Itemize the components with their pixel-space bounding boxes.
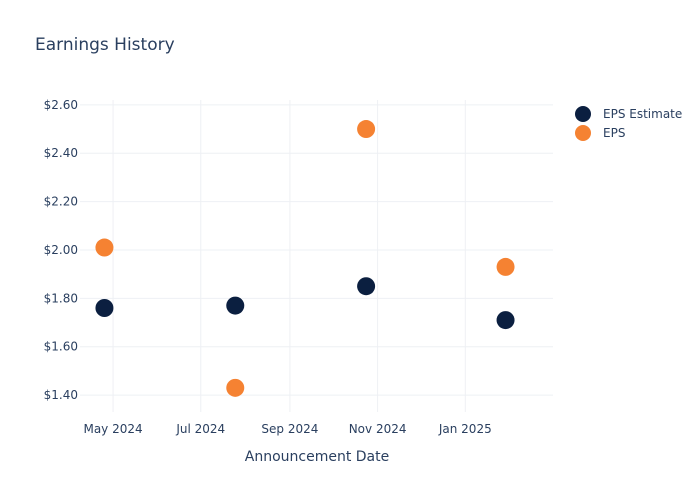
y-tick-label: $1.60 [44,340,78,354]
data-point[interactable] [496,311,515,330]
x-axis: May 2024 Jul 2024 Sep 2024 Nov 2024 Jan 2025 [83,422,491,436]
y-tick-label: $1.80 [44,291,78,305]
y-axis: $1.40 $1.60 $1.80 $2.00 $2.20 $2.40 $2.60 [44,98,78,402]
legend-item[interactable]: EPS [575,125,625,141]
legend-marker [575,106,591,122]
chart-title: Earnings History [35,35,175,55]
series-eps-estimate [95,277,515,330]
legend: EPS Estimate EPS [575,106,682,141]
data-points [95,120,515,397]
grid [80,100,553,412]
x-axis-label: Announcement Date [245,449,389,465]
x-tick-label: Jul 2024 [175,422,225,436]
y-tick-label: $2.20 [44,195,78,209]
legend-label: EPS Estimate [603,107,682,121]
data-point[interactable] [226,378,245,397]
data-point[interactable] [357,277,376,296]
legend-label: EPS [603,126,625,140]
x-tick-label: Sep 2024 [261,422,318,436]
y-tick-label: $2.40 [44,146,78,160]
data-point[interactable] [95,238,114,257]
series-eps [95,120,515,397]
data-point[interactable] [95,299,114,317]
data-point[interactable] [357,120,376,139]
x-tick-label: May 2024 [83,422,142,436]
y-tick-label: $2.00 [44,243,78,257]
data-point[interactable] [226,296,245,315]
x-tick-label: Nov 2024 [349,422,407,436]
legend-marker [575,125,591,141]
data-point[interactable] [496,257,515,276]
y-tick-label: $1.40 [44,388,78,402]
y-tick-label: $2.60 [44,98,78,112]
x-tick-label: Jan 2025 [438,422,492,436]
legend-item[interactable]: EPS Estimate [575,106,682,122]
